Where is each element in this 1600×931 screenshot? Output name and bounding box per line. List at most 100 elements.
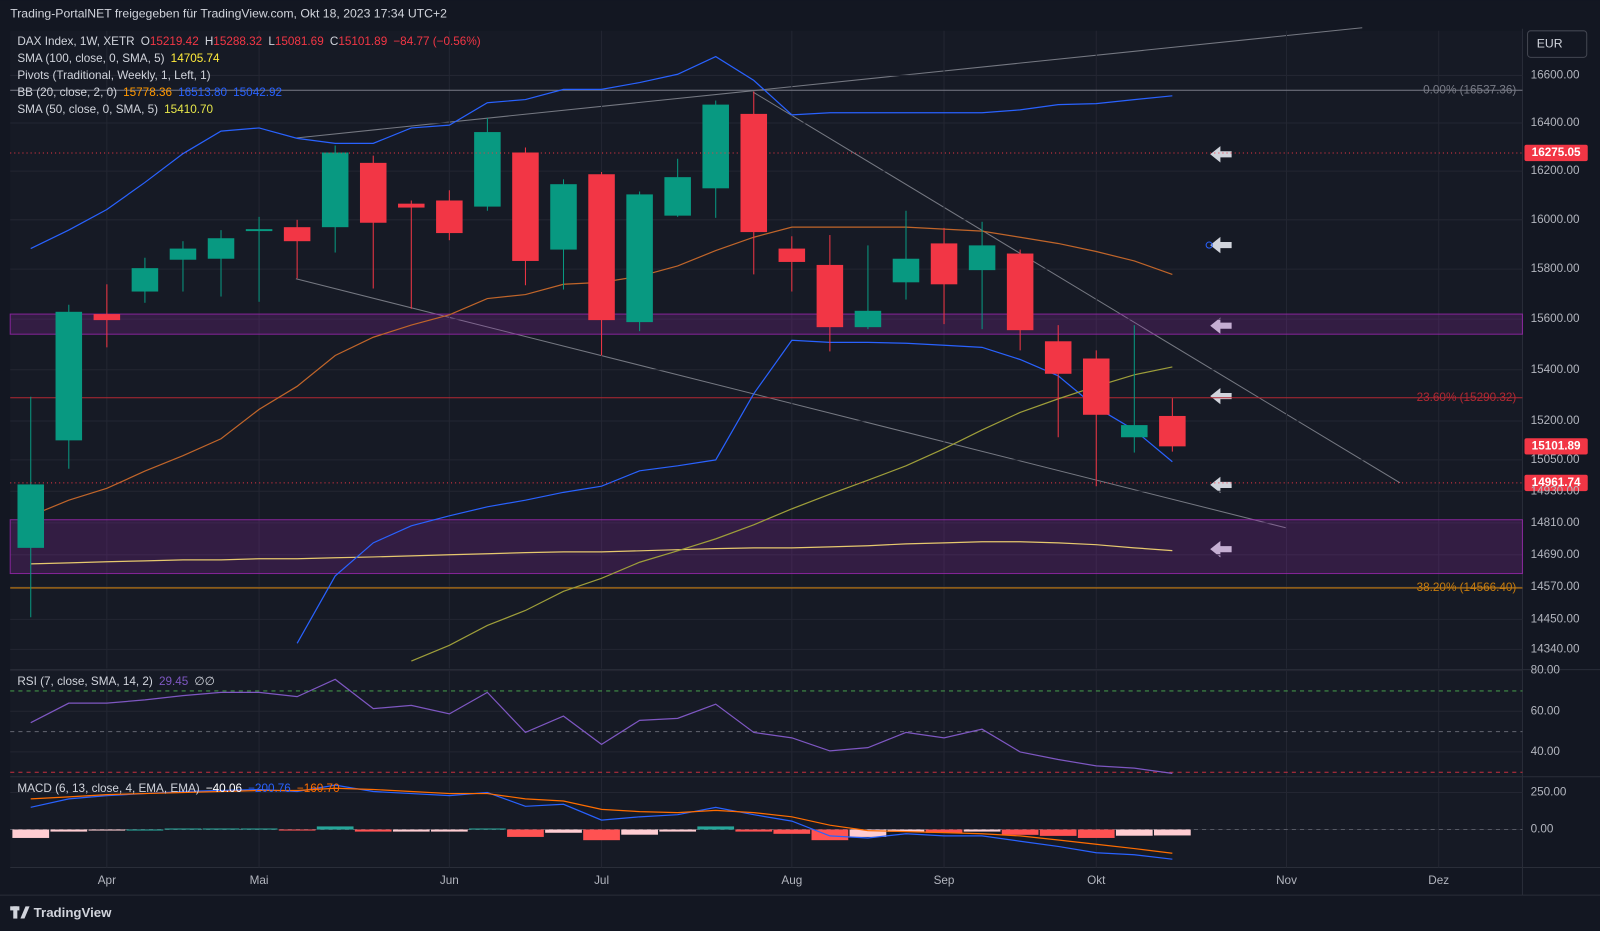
candle-body	[436, 200, 463, 234]
arrow	[1210, 541, 1232, 558]
y-tick-label: 15400.00	[1531, 363, 1580, 376]
arrow	[1210, 236, 1232, 254]
y-tick-label: 14690.00	[1531, 548, 1580, 561]
legend-text: BB (20, close, 2, 0)	[17, 86, 117, 99]
price-tag-label: 16275.05	[1532, 146, 1581, 159]
histogram-bar	[392, 829, 430, 832]
candle-body	[321, 152, 349, 228]
candle-body	[1082, 358, 1110, 415]
legend-text: 16513.80	[178, 86, 227, 99]
y-tick-label: 16000.00	[1531, 213, 1580, 226]
y-tick-label: 14570.00	[1531, 580, 1580, 593]
histogram-bar	[811, 829, 849, 841]
legend-row: Pivots (Traditional, Weekly, 1, Left, 1)	[17, 69, 210, 82]
candle-body	[1006, 253, 1034, 331]
marker	[1205, 241, 1213, 249]
price-tag	[1524, 474, 1588, 492]
arrows	[1205, 146, 1232, 558]
y-tick-label: 0.00	[1531, 823, 1554, 836]
legend-text: Pivots (Traditional, Weekly, 1, Left, 1)	[17, 69, 210, 82]
currency-box[interactable]	[1527, 30, 1588, 58]
histogram-bar	[278, 829, 316, 831]
logo-part	[20, 906, 30, 919]
histogram-bar	[1039, 829, 1077, 836]
legend-text: RSI (7, close, SMA, 14, 2)	[17, 675, 153, 688]
trend-line	[295, 27, 1363, 139]
candle-body	[854, 310, 882, 328]
x-tick-label: Mai	[250, 874, 269, 887]
legend-text: O	[141, 35, 150, 48]
legend-row: SMA (50, close, 0, SMA, 5) 15410.70	[17, 103, 213, 116]
arrow	[1210, 146, 1232, 163]
y-tick-label: 14810.00	[1531, 516, 1580, 529]
header-title: Trading-PortalNET freigegeben für Tradin…	[10, 7, 447, 21]
y-tick-label: 16200.00	[1531, 164, 1580, 177]
y-tick-label: 15800.00	[1531, 262, 1580, 275]
histogram-bar	[773, 829, 811, 834]
histogram-bar	[126, 829, 164, 831]
arrow	[1210, 387, 1232, 405]
legend-row: SMA (100, close, 0, SMA, 5) 14705.74	[17, 52, 220, 65]
candle-body	[55, 311, 83, 441]
histogram-bar	[659, 829, 697, 832]
legend-row: MACD (6, 13, close, 4, EMA, EMA) −40.06 −2…	[17, 782, 340, 795]
histogram-bar	[1115, 829, 1153, 836]
histogram-bar	[697, 826, 735, 830]
histogram-bar	[202, 828, 240, 830]
candle-body	[245, 229, 273, 232]
histogram-bar	[240, 828, 278, 830]
x-tick-label: Sep	[934, 874, 955, 887]
histogram-bar	[12, 829, 50, 838]
candle-body	[702, 104, 729, 189]
candle-body	[550, 184, 577, 250]
histogram-bar	[354, 829, 392, 832]
legend-text: 15288.32	[213, 35, 262, 48]
fib-label: 38.20% (14566.40)	[1417, 581, 1517, 594]
y-tick-label: 15050.00	[1531, 453, 1580, 466]
candle-body	[930, 243, 958, 285]
histogram-bar	[1077, 829, 1115, 838]
separators	[0, 28, 1600, 896]
candle-body	[398, 203, 425, 208]
pane	[10, 777, 1523, 868]
arrow	[1210, 317, 1232, 334]
histogram-bar	[1001, 829, 1039, 835]
zone	[9, 313, 1523, 335]
histogram-bar	[316, 826, 354, 830]
legend-text: −160.70	[297, 782, 340, 795]
currency: EUR	[1537, 36, 1563, 50]
histogram-bar	[545, 829, 582, 833]
y-tick-label: 250.00	[1531, 786, 1567, 799]
histogram-bar	[621, 829, 658, 835]
legend-text: 15101.89	[338, 35, 387, 48]
x-tick-label: Nov	[1276, 874, 1297, 887]
histogram-bar	[50, 829, 88, 832]
candle-body	[131, 268, 159, 292]
x-tick-label: Jul	[594, 874, 609, 887]
indicator-line	[30, 787, 1173, 854]
legend-text: 15042.92	[233, 86, 282, 99]
histogram-bar	[849, 829, 887, 837]
logo-part	[13, 906, 18, 919]
candle-body	[283, 227, 311, 242]
trend-lines	[295, 27, 1401, 529]
legend-text: 15219.42	[150, 35, 199, 48]
y-tick-label: 80.00	[1531, 664, 1561, 677]
y-tick-label: 16600.00	[1531, 69, 1580, 82]
legend-text: DAX Index, 1W, XETR	[17, 35, 134, 48]
y-tick-label: 16400.00	[1531, 116, 1580, 129]
candle-body	[93, 314, 121, 321]
candle-body	[359, 162, 387, 223]
candle-body	[207, 238, 235, 259]
y-tick-label: 60.00	[1531, 704, 1561, 717]
candle-body	[892, 258, 920, 283]
legend-text: 14705.74	[171, 52, 220, 65]
legend-text: ∅	[205, 675, 215, 688]
y-tick-label: 14930.00	[1531, 484, 1580, 497]
legend-text: SMA (100, close, 0, SMA, 5)	[17, 52, 164, 65]
candle-body	[588, 174, 615, 321]
x-tick-label: Dez	[1428, 874, 1449, 887]
indicator-line	[411, 366, 1173, 662]
legend-text: 15081.69	[275, 35, 324, 48]
